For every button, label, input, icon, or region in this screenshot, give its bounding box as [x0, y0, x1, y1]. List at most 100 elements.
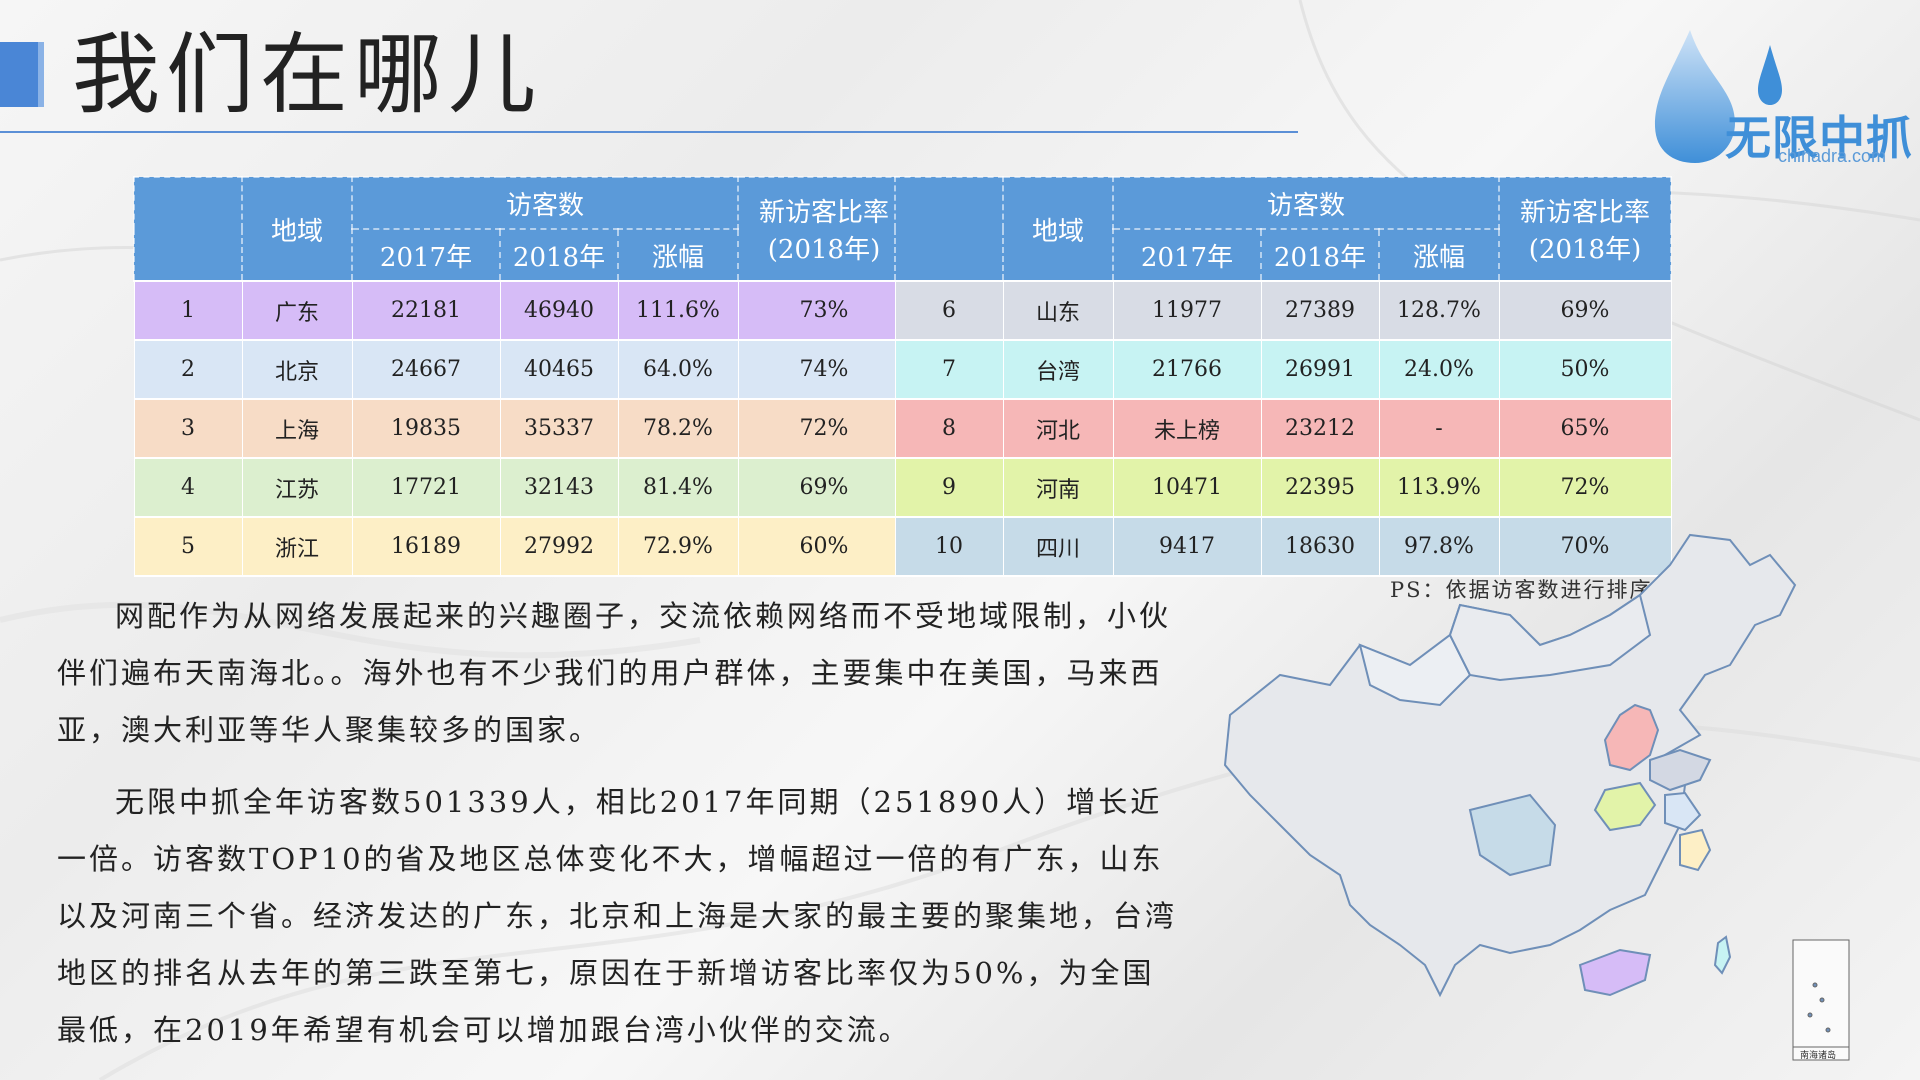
map-inset-south-china-sea: [1792, 939, 1850, 1061]
table-row: 1 广东 22181 46940 111.6% 73%: [133, 280, 911, 341]
china-map: 南海诸岛: [1223, 533, 1850, 1061]
table-row: 8 河北 未上榜 23212 - 65%: [894, 398, 1672, 459]
header-2018: 2018年: [1260, 228, 1380, 282]
logo-site: chinadra.com: [1778, 146, 1887, 166]
table-row: 5 浙江 16189 27992 72.9% 60%: [133, 516, 911, 577]
cell-2018: 22395: [1260, 457, 1380, 518]
header-new-ratio-year: (2018年): [767, 235, 881, 265]
cell-rank: 8: [894, 398, 1004, 459]
cell-region: 北京: [241, 339, 353, 400]
cell-new-ratio: 74%: [737, 339, 911, 400]
paragraph-analysis: 无限中抓全年访客数501339人，相比2017年同期（251890人）增长近一倍…: [57, 785, 1178, 1047]
sort-note: PS：依据访客数进行排序: [1390, 578, 1653, 602]
cell-rank: 3: [133, 398, 243, 459]
cell-2018: 46940: [499, 280, 619, 341]
cell-new-ratio: 65%: [1498, 398, 1672, 459]
map-region-sichuan: [1468, 793, 1557, 877]
cell-2017: 16189: [351, 516, 501, 577]
header-visitors: 访客数: [1112, 176, 1500, 230]
logo-drop-icon: [1655, 30, 1782, 163]
cell-growth: 24.0%: [1378, 339, 1500, 400]
cell-2017: 22181: [351, 280, 501, 341]
cell-growth: 113.9%: [1378, 457, 1500, 518]
table-row: 2 北京 24667 40465 64.0% 74%: [133, 339, 911, 400]
header-2017: 2017年: [1112, 228, 1262, 282]
map-region-taiwan: [1713, 935, 1732, 975]
cell-growth: 97.8%: [1378, 516, 1500, 577]
table-row: 4 江苏 17721 32143 81.4% 69%: [133, 457, 911, 518]
map-region-inner-mongolia: [1448, 593, 1652, 682]
cell-2017: 17721: [351, 457, 501, 518]
header-rank: [894, 176, 1004, 282]
header-region: 地域: [1002, 176, 1114, 282]
page-title: 我们在哪儿: [72, 23, 543, 126]
header-new-ratio: 新访客比率 (2018年): [1498, 176, 1672, 282]
title-divider: [0, 131, 1298, 133]
cell-rank: 2: [133, 339, 243, 400]
cell-new-ratio: 69%: [737, 457, 911, 518]
cell-region: 台湾: [1002, 339, 1114, 400]
table-row: 9 河南 10471 22395 113.9% 72%: [894, 457, 1672, 518]
cell-2018: 18630: [1260, 516, 1380, 577]
cell-growth: 72.9%: [617, 516, 739, 577]
cell-2017: 19835: [351, 398, 501, 459]
cell-2017: 10471: [1112, 457, 1262, 518]
cell-region: 上海: [241, 398, 353, 459]
header-growth: 涨幅: [617, 228, 739, 282]
table-row: 6 山东 11977 27389 128.7% 69%: [894, 280, 1672, 341]
table-row: 3 上海 19835 35337 78.2% 72%: [133, 398, 911, 459]
map-region-jiangsu: [1664, 791, 1702, 832]
cell-2018: 27389: [1260, 280, 1380, 341]
header-rank: [133, 176, 243, 282]
cell-rank: 6: [894, 280, 1004, 341]
header-region: 地域: [241, 176, 353, 282]
table-row: 10 四川 9417 18630 97.8% 70%: [894, 516, 1672, 577]
map-region-zhejiang: [1679, 828, 1712, 872]
map-region-henan: [1593, 781, 1657, 832]
header-new-ratio: 新访客比率 (2018年): [737, 176, 911, 282]
logo-name: 无限中抓: [1725, 112, 1913, 164]
header-growth: 涨幅: [1378, 228, 1500, 282]
cell-growth: 78.2%: [617, 398, 739, 459]
cell-2017: 24667: [351, 339, 501, 400]
cell-growth: 128.7%: [1378, 280, 1500, 341]
cell-rank: 4: [133, 457, 243, 518]
cell-2018: 40465: [499, 339, 619, 400]
header-new-ratio-label: 新访客比率: [1519, 198, 1650, 228]
cell-new-ratio: 72%: [737, 398, 911, 459]
cell-growth: 64.0%: [617, 339, 739, 400]
cell-2017: 未上榜: [1112, 398, 1262, 459]
cell-region: 山东: [1002, 280, 1114, 341]
cell-region: 河北: [1002, 398, 1114, 459]
map-region-gansu: [1358, 633, 1472, 707]
map-region-hebei: [1603, 703, 1660, 772]
cell-growth: 111.6%: [617, 280, 739, 341]
map-inset-label: 南海诸岛: [1800, 1049, 1836, 1061]
map-region-guangdong: [1578, 948, 1652, 997]
cell-rank: 5: [133, 516, 243, 577]
cell-new-ratio: 73%: [737, 280, 911, 341]
cell-region: 四川: [1002, 516, 1114, 577]
header-new-ratio-year: (2018年): [1528, 235, 1642, 265]
top-regions-table-right: 地域 访客数 新访客比率 (2018年) 2017年 2018年 涨幅 6 山东 …: [894, 176, 1672, 577]
cell-new-ratio: 50%: [1498, 339, 1672, 400]
cell-2018: 35337: [499, 398, 619, 459]
cell-rank: 9: [894, 457, 1004, 518]
cell-rank: 1: [133, 280, 243, 341]
cell-2018: 26991: [1260, 339, 1380, 400]
cell-2017: 21766: [1112, 339, 1262, 400]
cell-2018: 23212: [1260, 398, 1380, 459]
cell-new-ratio: 69%: [1498, 280, 1672, 341]
cell-region: 广东: [241, 280, 353, 341]
header-visitors: 访客数: [351, 176, 739, 230]
table-row: 7 台湾 21766 26991 24.0% 50%: [894, 339, 1672, 400]
cell-2018: 27992: [499, 516, 619, 577]
map-outline: [1223, 533, 1797, 998]
cell-2017: 11977: [1112, 280, 1262, 341]
cell-region: 江苏: [241, 457, 353, 518]
map-region-shandong: [1649, 748, 1712, 792]
header-2018: 2018年: [499, 228, 619, 282]
cell-2018: 32143: [499, 457, 619, 518]
top-regions-table-left: 地域 访客数 新访客比率 (2018年) 2017年 2018年 涨幅 1 广东 …: [133, 176, 911, 577]
cell-rank: 7: [894, 339, 1004, 400]
